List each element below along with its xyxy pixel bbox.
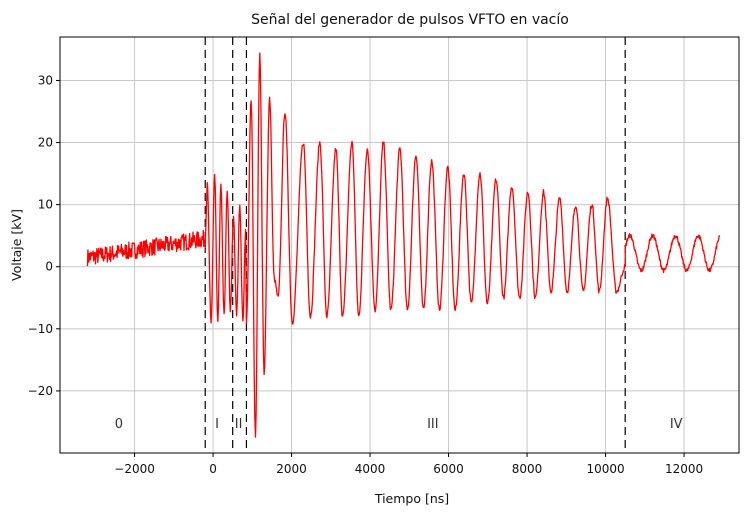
x-ticks: −2000 0 2000 4000 6000 8000 10000 12000 <box>114 453 703 476</box>
x-tick-label: 2000 <box>276 462 307 476</box>
x-tick-label: −2000 <box>114 462 155 476</box>
x-tick-label: 4000 <box>355 462 386 476</box>
y-tick-label: −20 <box>28 384 53 398</box>
region-label: IV <box>670 417 683 432</box>
x-tick-label: 6000 <box>433 462 464 476</box>
y-tick-label: 30 <box>38 73 53 87</box>
x-tick-label: 12000 <box>665 462 703 476</box>
y-axis-label: Voltaje [kV] <box>9 209 24 281</box>
y-tick-label: 20 <box>38 136 53 150</box>
x-tick-label: 0 <box>209 462 217 476</box>
region-label: I <box>215 417 219 432</box>
region-labels: 0 I II III IV <box>115 417 683 432</box>
signal-line <box>86 52 721 438</box>
grid <box>60 37 739 453</box>
y-tick-label: 10 <box>38 198 53 212</box>
x-tick-label: 8000 <box>512 462 543 476</box>
x-axis-label: Tiempo [ns] <box>374 491 449 506</box>
region-label: III <box>427 417 439 432</box>
y-tick-label: −10 <box>28 322 53 336</box>
region-label: 0 <box>115 417 123 432</box>
y-tick-label: 0 <box>45 260 53 274</box>
region-label: II <box>235 417 243 432</box>
plot-frame <box>59 36 740 454</box>
x-tick-label: 10000 <box>586 462 624 476</box>
y-ticks: −20 −10 0 10 20 30 <box>28 73 60 398</box>
chart-title: Señal del generador de pulsos VFTO en va… <box>251 12 569 28</box>
